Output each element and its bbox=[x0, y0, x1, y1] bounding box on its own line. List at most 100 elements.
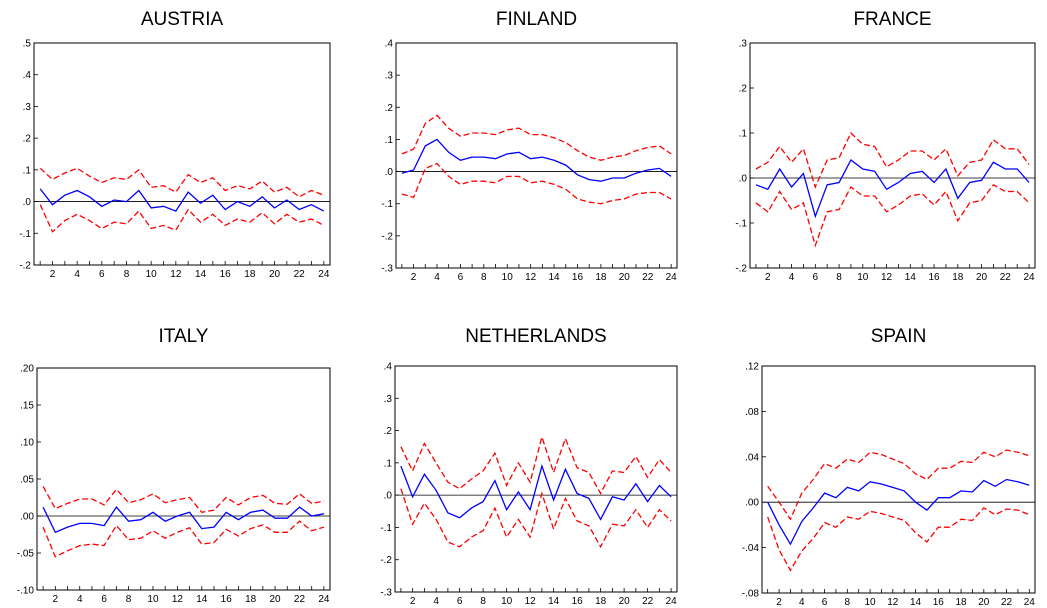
x-tick-label: 6 bbox=[813, 272, 819, 283]
x-tick-label: 4 bbox=[799, 597, 805, 608]
x-tick-label: 2 bbox=[53, 594, 59, 605]
y-tick-label: -.10 bbox=[17, 586, 35, 597]
plot-frame bbox=[761, 365, 1036, 594]
x-tick-label: 8 bbox=[481, 272, 487, 283]
y-tick-label: .0 bbox=[739, 174, 748, 185]
x-tick-label: 16 bbox=[572, 596, 584, 607]
y-tick-label: .4 bbox=[385, 39, 394, 50]
chart-title: NETHERLANDS bbox=[465, 326, 606, 347]
x-tick-label: 18 bbox=[595, 596, 607, 607]
x-tick-label: 14 bbox=[195, 269, 207, 280]
x-tick-label: 24 bbox=[666, 596, 678, 607]
y-tick-label: -.1 bbox=[19, 229, 31, 240]
x-tick-label: 10 bbox=[501, 596, 513, 607]
x-tick-label: 14 bbox=[910, 597, 922, 608]
x-tick-label: 20 bbox=[270, 594, 282, 605]
chart-title: FRANCE bbox=[853, 9, 931, 30]
y-tick-label: .1 bbox=[385, 135, 394, 146]
lower-band-line bbox=[400, 488, 672, 549]
x-tick-label: 6 bbox=[458, 272, 464, 283]
x-tick-label: 12 bbox=[172, 594, 184, 605]
y-tick-label: .05 bbox=[20, 475, 34, 486]
x-tick-label: 12 bbox=[170, 269, 182, 280]
x-tick-label: 6 bbox=[101, 594, 107, 605]
lower-band-line bbox=[42, 520, 325, 558]
x-tick-label: 18 bbox=[244, 269, 256, 280]
y-tick-label: .0 bbox=[23, 197, 32, 208]
x-tick-label: 24 bbox=[1024, 597, 1036, 608]
x-tick-label: 10 bbox=[857, 272, 869, 283]
x-tick-label: 24 bbox=[318, 269, 330, 280]
x-tick-label: 14 bbox=[548, 596, 560, 607]
x-tick-label: 18 bbox=[956, 597, 968, 608]
x-tick-label: 4 bbox=[433, 596, 439, 607]
x-tick-label: 18 bbox=[595, 272, 607, 283]
x-tick-label: 20 bbox=[619, 596, 631, 607]
x-tick-label: 18 bbox=[245, 594, 257, 605]
x-tick-label: 24 bbox=[1024, 272, 1036, 283]
y-tick-label: .0 bbox=[385, 167, 394, 178]
y-tick-label: .0 bbox=[384, 491, 393, 502]
y-tick-label: .2 bbox=[739, 84, 748, 95]
y-tick-label: -.2 bbox=[381, 231, 393, 242]
x-tick-label: 22 bbox=[1001, 597, 1013, 608]
x-tick-label: 16 bbox=[572, 272, 584, 283]
y-tick-label: .1 bbox=[23, 165, 32, 176]
x-tick-label: 24 bbox=[318, 594, 330, 605]
x-tick-label: 14 bbox=[905, 272, 917, 283]
x-tick-label: 8 bbox=[480, 596, 486, 607]
x-tick-label: 10 bbox=[147, 594, 159, 605]
x-tick-label: 16 bbox=[933, 597, 945, 608]
y-tick-label: -.1 bbox=[381, 199, 393, 210]
plot-frame bbox=[395, 42, 678, 269]
x-tick-label: 8 bbox=[836, 272, 842, 283]
x-tick-label: 18 bbox=[952, 272, 964, 283]
x-tick-label: 14 bbox=[196, 594, 208, 605]
x-tick-label: 2 bbox=[410, 596, 416, 607]
x-tick-label: 10 bbox=[865, 597, 877, 608]
y-tick-label: .2 bbox=[384, 426, 393, 437]
y-tick-label: -.3 bbox=[380, 588, 392, 599]
lower-band-line bbox=[767, 507, 1030, 572]
x-tick-label: 20 bbox=[619, 272, 631, 283]
x-tick-label: 6 bbox=[99, 269, 105, 280]
x-tick-label: 12 bbox=[525, 596, 537, 607]
upper-band-line bbox=[767, 449, 1030, 521]
y-tick-label: .20 bbox=[20, 364, 34, 375]
y-tick-label: .4 bbox=[384, 362, 393, 373]
y-tick-label: .2 bbox=[385, 103, 394, 114]
chart-title: SPAIN bbox=[871, 326, 927, 347]
response-line bbox=[767, 478, 1030, 546]
y-tick-label: .12 bbox=[745, 362, 759, 373]
x-tick-label: 24 bbox=[666, 272, 678, 283]
x-tick-label: 22 bbox=[642, 596, 654, 607]
x-tick-label: 2 bbox=[776, 597, 782, 608]
x-tick-label: 22 bbox=[294, 269, 306, 280]
x-tick-label: 4 bbox=[74, 269, 80, 280]
x-tick-label: 16 bbox=[221, 594, 233, 605]
x-tick-label: 4 bbox=[434, 272, 440, 283]
y-tick-label: .3 bbox=[23, 102, 32, 113]
response-line bbox=[401, 138, 672, 182]
plot-frame bbox=[749, 42, 1036, 269]
y-tick-label: .3 bbox=[384, 394, 393, 405]
response-line bbox=[39, 188, 325, 212]
x-tick-label: 10 bbox=[146, 269, 158, 280]
x-tick-label: 2 bbox=[765, 272, 771, 283]
response-line bbox=[755, 159, 1030, 219]
lower-band-line bbox=[401, 162, 672, 205]
x-tick-label: 8 bbox=[124, 269, 130, 280]
upper-band-line bbox=[400, 434, 672, 495]
upper-band-line bbox=[755, 131, 1030, 189]
y-tick-label: .3 bbox=[739, 39, 748, 50]
y-tick-label: .5 bbox=[23, 39, 32, 50]
y-tick-label: .04 bbox=[745, 452, 759, 463]
y-tick-label: .15 bbox=[20, 401, 34, 412]
x-tick-label: 12 bbox=[525, 272, 537, 283]
chart-title: ITALY bbox=[159, 326, 209, 347]
x-tick-label: 10 bbox=[502, 272, 514, 283]
